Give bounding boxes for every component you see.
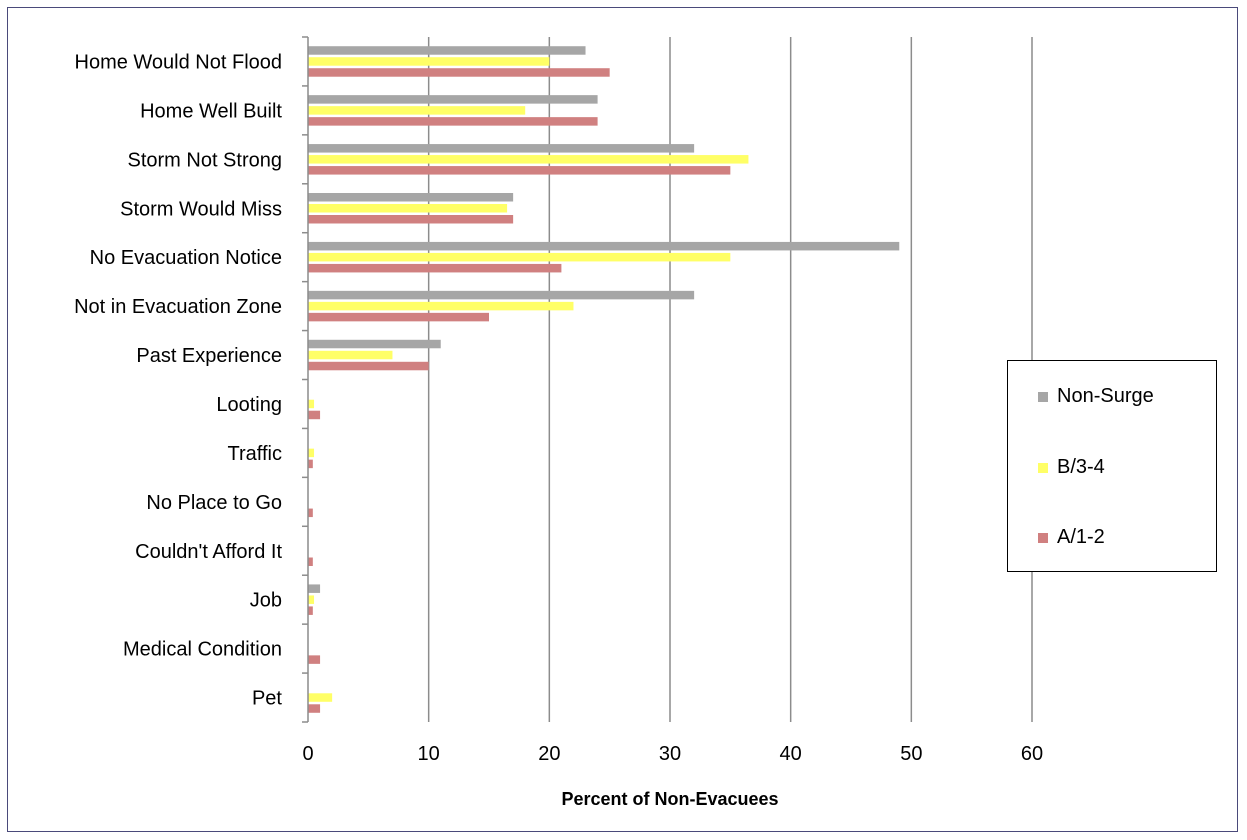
- legend-label: A/1-2: [1057, 526, 1105, 548]
- bar: [308, 655, 321, 664]
- labels: 0 10 20 30 40 50 60 Home Would Not Flood Home We…: [74, 51, 1043, 765]
- bar: [308, 144, 695, 153]
- x-tick-label: 30: [659, 743, 681, 765]
- bar: [308, 204, 508, 213]
- category-label: Home Would Not Flood: [75, 51, 283, 73]
- category-label: Storm Not Strong: [127, 149, 282, 171]
- x-tick-label: 50: [900, 743, 922, 765]
- bar: [308, 57, 550, 66]
- bar: [308, 215, 514, 224]
- bar: [308, 704, 321, 713]
- bars: [308, 46, 900, 713]
- bar: [308, 252, 731, 262]
- category-label: Not in Evacuation Zone: [74, 296, 282, 318]
- bar: [308, 193, 514, 202]
- bar: [308, 241, 900, 251]
- legend-item-non-surge: Non-Surge: [1038, 385, 1154, 408]
- bar: [308, 508, 313, 518]
- bar: [308, 263, 562, 273]
- legend-label: B/3-4: [1057, 456, 1105, 478]
- legend-swatch-b-3-4: [1038, 462, 1048, 473]
- bar: [308, 584, 321, 593]
- legend: Non-Surge B/3-4 A/1-2: [1007, 360, 1217, 572]
- bar: [308, 459, 313, 469]
- category-label: Storm Would Miss: [120, 198, 282, 220]
- x-axis-title: Percent of Non-Evacuees: [561, 789, 778, 809]
- bar: [308, 68, 610, 77]
- category-label: Pet: [252, 688, 282, 710]
- bar: [308, 95, 598, 104]
- bar: [308, 155, 749, 164]
- bar: [308, 290, 695, 300]
- legend-item-b-3-4: B/3-4: [1038, 456, 1105, 479]
- bar: [308, 595, 315, 604]
- x-tick-label: 60: [1021, 743, 1043, 765]
- bar: [308, 350, 393, 360]
- bar: [308, 399, 315, 409]
- category-label: No Evacuation Notice: [90, 247, 282, 269]
- category-label: Traffic: [228, 443, 282, 465]
- gridlines: [427, 37, 1033, 722]
- category-label: Home Well Built: [140, 100, 282, 122]
- bar: [308, 301, 574, 311]
- x-tick-label: 40: [780, 743, 802, 765]
- legend-label: Non-Surge: [1057, 385, 1154, 407]
- bar: [308, 46, 586, 55]
- bar: [308, 117, 598, 126]
- bar: [308, 410, 321, 420]
- x-tick-label: 20: [538, 743, 560, 765]
- bar: [308, 606, 313, 615]
- bar: [308, 557, 313, 566]
- bar: [308, 361, 429, 371]
- axes: [302, 36, 309, 723]
- legend-swatch-a-1-2: [1038, 532, 1048, 543]
- bar: [308, 339, 441, 349]
- bar: [308, 693, 333, 702]
- category-label: Job: [250, 590, 282, 612]
- legend-swatch-non-surge: [1038, 391, 1048, 402]
- category-label: Couldn't Afford It: [135, 541, 282, 563]
- x-tick-label: 10: [418, 743, 440, 765]
- bar: [308, 106, 526, 115]
- category-label: Medical Condition: [123, 639, 282, 661]
- category-label: Looting: [216, 394, 282, 416]
- category-label: No Place to Go: [146, 492, 282, 514]
- bar: [308, 166, 731, 175]
- bar: [308, 448, 315, 458]
- category-label: Past Experience: [136, 345, 282, 367]
- bar: [308, 312, 489, 322]
- x-tick-label: 0: [302, 743, 313, 765]
- legend-item-a-1-2: A/1-2: [1038, 526, 1105, 549]
